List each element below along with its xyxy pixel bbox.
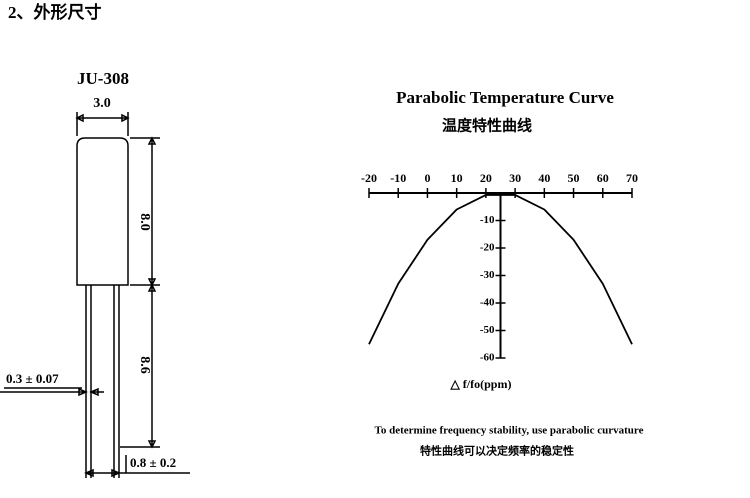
y-tick-label: -60 xyxy=(480,352,495,364)
y-tick-label: -50 xyxy=(480,324,495,336)
x-tick-label: 60 xyxy=(597,171,609,185)
leads xyxy=(85,285,120,478)
chart: Parabolic Temperature Curve 温度特性曲线 △ f/f… xyxy=(361,88,644,458)
x-tick-label: 30 xyxy=(509,171,521,185)
y-tick-label: -30 xyxy=(480,269,495,281)
curve xyxy=(368,194,633,345)
x-tick-label: 40 xyxy=(538,171,550,185)
spacing-dim xyxy=(84,455,190,478)
width-dim xyxy=(75,112,130,136)
y-axis-label: △ f/fo(ppm) xyxy=(450,377,512,391)
y-tick-label: -10 xyxy=(480,214,495,226)
chart-subtitle: 温度特性曲线 xyxy=(442,116,532,134)
x-tick-label: 50 xyxy=(568,171,580,185)
x-tick-label: 0 xyxy=(424,171,430,185)
x-tick-label: 10 xyxy=(451,171,463,185)
chart-title: Parabolic Temperature Curve xyxy=(396,88,614,107)
x-tick-label: -10 xyxy=(390,171,406,185)
width-label: 3.0 xyxy=(93,96,111,111)
y-tick-label: -20 xyxy=(480,242,495,254)
crystal-drawing: JU-308 3.0 8.0 8.6 0.3 ± 0.07 0.8 ± 0.2 xyxy=(0,69,190,478)
diameter-dim xyxy=(0,387,104,397)
y-tick-label: -40 xyxy=(480,297,495,309)
body-height-label: 8.0 xyxy=(137,213,152,231)
note: To determine frequency stability, use pa… xyxy=(375,425,644,437)
x-tick-label: -20 xyxy=(361,171,377,185)
x-tick-label: 70 xyxy=(626,171,638,185)
x-tick-label: 20 xyxy=(480,171,492,185)
lead-spacing-label: 0.8 ± 0.2 xyxy=(130,455,176,470)
note: 特性曲线可以决定频率的稳定性 xyxy=(420,444,574,458)
lead-length-label: 8.6 xyxy=(137,356,152,374)
height-dim xyxy=(120,136,160,449)
model: JU-308 xyxy=(77,69,129,88)
body xyxy=(76,137,129,286)
lead-diameter-label: 0.3 ± 0.07 xyxy=(6,371,59,386)
heading: 2、外形尺寸 xyxy=(8,2,102,22)
